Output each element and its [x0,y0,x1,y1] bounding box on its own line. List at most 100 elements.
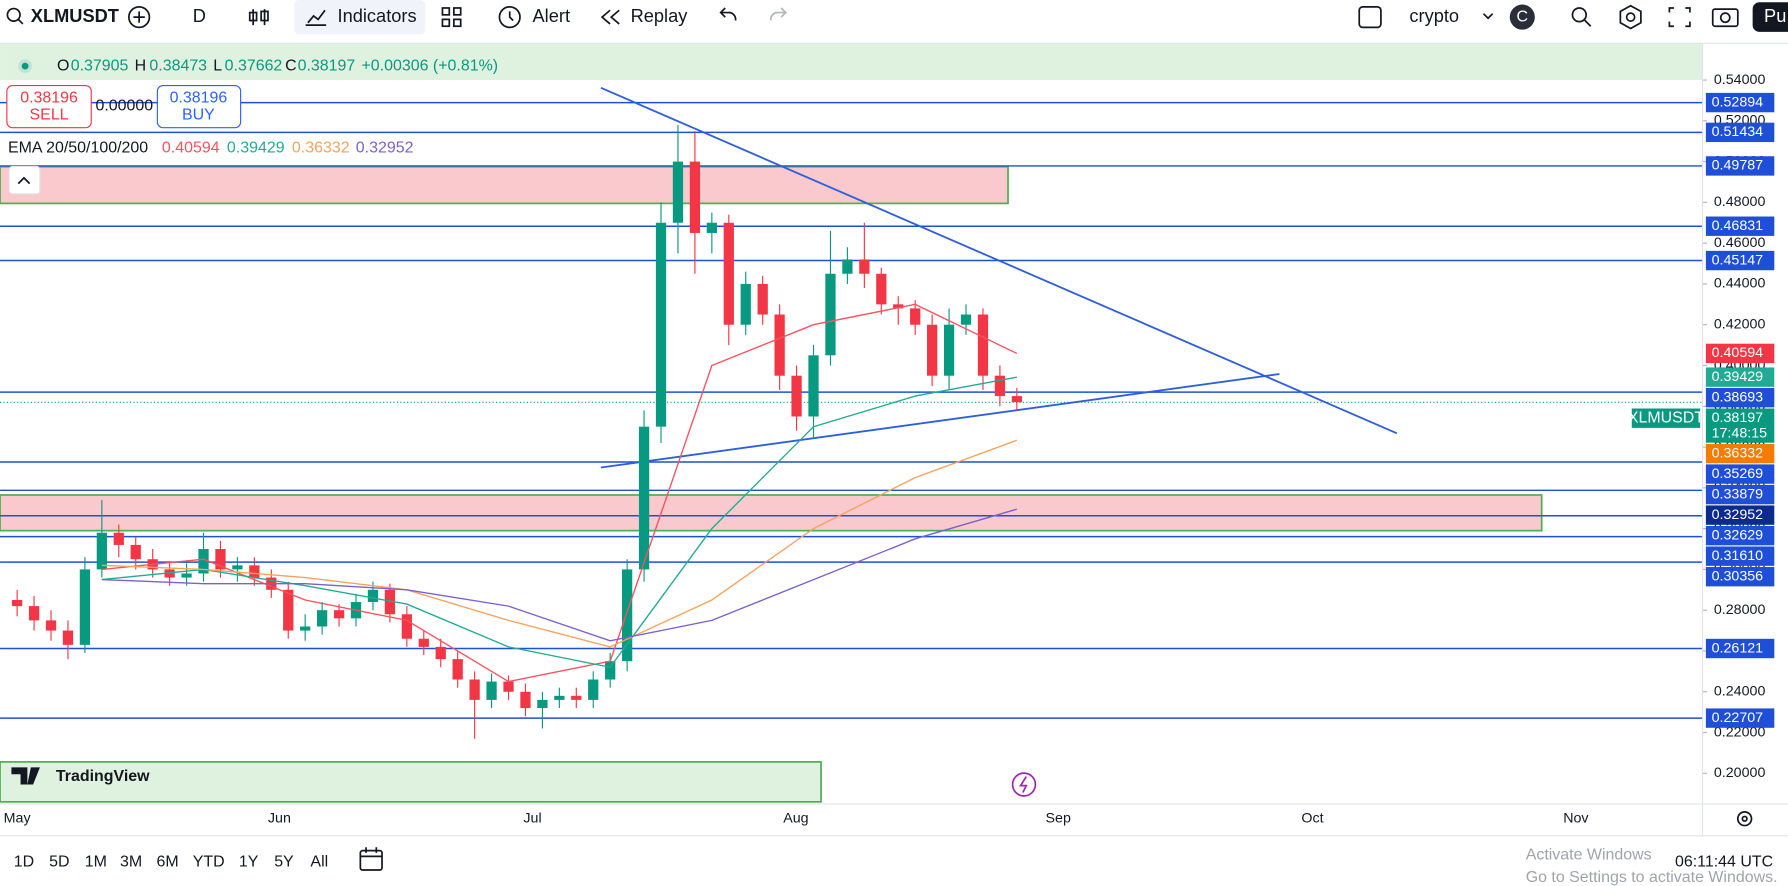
trend-line[interactable] [600,373,1280,469]
undo[interactable] [719,7,737,21]
symbol[interactable]: XLMUSDT [31,5,119,26]
publish-button[interactable] [1752,2,1788,32]
price-label-text: 0.52894 [1712,94,1764,110]
collapse-icon [17,176,31,185]
status-dot [21,62,29,70]
price-label: 0.22707 [1705,708,1775,728]
price-label: 0.46831 [1705,216,1775,236]
watchlist-menu[interactable] [1482,13,1494,20]
sell-button[interactable] [6,84,92,129]
candle-body [977,314,989,376]
range-button[interactable]: 5Y [274,853,294,870]
candle-body [740,283,751,325]
price-label-box [1705,216,1775,236]
candle-body [130,544,141,560]
collapse-legend[interactable] [8,165,41,195]
candle-body [842,259,853,274]
avatar[interactable] [1509,4,1535,30]
price-label-box [1705,505,1775,525]
axis-settings[interactable] [1736,811,1753,827]
range-button[interactable]: YTD [193,853,225,870]
candle-body [774,314,785,376]
price-label-box [1705,638,1775,659]
zones [0,43,1703,803]
alert[interactable]: Alert [533,5,570,26]
axis-settings [1741,815,1748,822]
fullscreen[interactable] [1668,7,1691,28]
price-label: 0.33879 [1705,484,1775,505]
layouts-icon[interactable] [441,7,462,28]
ema-legend: 0.40594 0.39429 0.36332 0.32952 [162,139,414,156]
candle-body [943,324,955,376]
ema-value: 0.39429 [227,139,285,156]
settings[interactable] [1619,4,1642,30]
price-label-box [1705,464,1775,484]
ema-value: 0.36332 [292,139,350,156]
price-label-text: 0.35269 [1712,466,1764,482]
ohlc-value: 0.38197 [298,57,356,74]
buy-button[interactable] [156,84,242,129]
redo[interactable] [769,7,787,21]
range-button[interactable]: 5D [49,853,69,870]
screenshot[interactable] [1711,8,1739,28]
ohlc-legend: O 0.37905 H 0.38473 L 0.37662 C 0.38197 +0.00306… [57,57,498,74]
range-bar: 1D 5D 1M 3M 6M YTD 1Y 5Y All [14,853,328,870]
interval[interactable]: D [193,5,206,26]
avatar-letter: C [1517,8,1529,25]
chart-type [260,10,269,22]
price-label: 0.45147 [1705,250,1775,271]
range-button[interactable]: 1M [85,853,107,870]
symbol-label-box [1631,408,1701,428]
clock[interactable]: 06:11:44 UTC [1675,853,1773,870]
watchlist-toggle[interactable] [1358,5,1382,29]
chart-type [248,11,258,22]
buy-label: BUY [182,106,215,123]
candle-body [994,375,1006,397]
range-button[interactable]: 1Y [239,853,259,870]
alert-icon[interactable] [498,5,521,29]
price-label-box [1705,250,1775,271]
ohlc-key: O [57,57,69,74]
price-label: 0.40594 [1705,343,1775,364]
price-label: 0.31610 [1705,546,1775,566]
replay[interactable]: Replay [631,5,689,26]
goto-date[interactable] [359,849,383,871]
candle-body [469,679,480,700]
candle-body [45,620,57,631]
events-icon[interactable] [1011,772,1037,797]
replay-icon[interactable] [600,9,620,25]
price-label-text: 0.38197 [1712,410,1764,426]
alert-icon [508,11,514,22]
ohlc-value: 0.37662 [225,57,283,74]
x-tick-label: Nov [1563,810,1589,826]
ema-value: 0.32952 [356,139,414,156]
goto-date [360,847,383,858]
price-label-box [1705,484,1775,505]
range-button[interactable]: 6M [157,853,179,870]
range-button[interactable]: 1D [14,853,34,870]
candle-body [689,161,701,233]
indicators-button[interactable] [294,0,426,35]
x-tick-label: Jun [268,810,291,826]
range-button[interactable]: 3M [120,853,142,870]
ema-name[interactable]: EMA 20/50/100/200 [8,139,148,156]
price-label-text: 0.32629 [1712,527,1764,543]
ema-line [101,303,1018,683]
watchlist[interactable]: crypto [1409,5,1459,26]
ohlc-value: 0.37905 [71,57,129,74]
candle-body [926,324,938,376]
price-label-box [1705,567,1775,587]
price-label-text: 0.51434 [1712,124,1764,140]
search-icon[interactable] [6,7,21,22]
add-symbol[interactable] [128,5,151,29]
symbol-label: XLMUSDT [1628,409,1704,426]
x-tick-label: Aug [783,810,808,826]
quick-search[interactable] [1571,7,1588,23]
range-button[interactable]: All [310,853,328,870]
candle-body [571,695,582,700]
price-label-text: 0.32952 [1712,507,1764,523]
candle-body [384,589,396,615]
candle-body [79,569,91,645]
indicators[interactable]: Indicators [338,5,417,26]
